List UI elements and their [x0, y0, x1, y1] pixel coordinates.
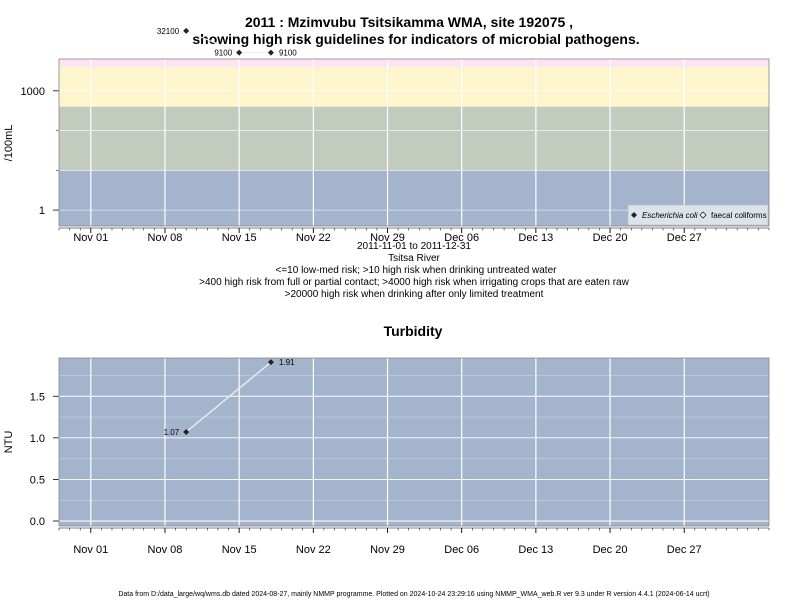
- p2-x-tick-label: Dec 06: [444, 544, 479, 556]
- chart-title-line1: 2011 : Mzimvubu Tsitsikamma WMA, site 19…: [245, 14, 573, 30]
- x-axis-caption-line: 2011-11-01 to 2011-12-31: [357, 241, 471, 252]
- data-label: 9100: [279, 49, 297, 58]
- legend-box: [627, 204, 769, 226]
- p2-x-tick-label: Dec 13: [518, 544, 553, 556]
- y-tick-label: 1000: [21, 86, 45, 98]
- p1-x-tick-label: Nov 22: [296, 232, 331, 244]
- y-tick-label: 1.5: [30, 391, 45, 403]
- panel2-y-axis-label: NTU: [3, 431, 15, 454]
- y-tick-label: 0.0: [30, 516, 45, 528]
- panel2-x-axis: Nov 01 Nov 08 Nov 15 Nov 22 Nov 29 Dec 06 Dec …: [58, 527, 770, 556]
- x-axis-caption-line: Tsitsa River: [388, 253, 440, 264]
- x-axis-caption-line: <=10 low-med risk; >10 high risk when dr…: [276, 265, 558, 276]
- legend-label-faecal-coliforms: faecal coliforms: [711, 211, 767, 220]
- panel2-frame: [58, 357, 770, 527]
- p2-x-tick-label: Nov 15: [222, 544, 257, 556]
- footer-note: Data from D:/data_large/wq/wms.db dated …: [118, 591, 709, 598]
- p1-x-tick-label: Nov 15: [222, 232, 257, 244]
- series-line-segment: [185, 30, 240, 54]
- p1-x-tick-label: Nov 08: [148, 232, 183, 244]
- data-label: 32100: [157, 27, 180, 36]
- p1-x-tick-label: Dec 13: [518, 232, 553, 244]
- data-point-ecoli: [236, 49, 243, 56]
- data-point-ecoli: [267, 49, 274, 56]
- risk-band: [59, 66, 769, 107]
- panel1-frame: [58, 58, 770, 227]
- risk-bands: [59, 59, 769, 226]
- panel2-series: 1.07 1.91: [164, 358, 295, 437]
- panel2-gridlines: [59, 358, 769, 526]
- p2-x-tick-label: Nov 01: [73, 544, 108, 556]
- data-label: 9100: [214, 49, 232, 58]
- legend: Escherichia coli faecal coliforms: [627, 204, 769, 226]
- data-point-ecoli: [183, 27, 190, 34]
- legend-label-ecoli: Escherichia coli: [642, 211, 698, 220]
- p2-x-tick-label: Dec 27: [667, 544, 702, 556]
- y-tick-label: 0.5: [30, 474, 45, 486]
- p1-x-tick-label: Dec 20: [593, 232, 628, 244]
- p2-x-tick-label: Dec 20: [593, 544, 628, 556]
- p1-x-tick-label: Nov 01: [73, 232, 108, 244]
- p1-x-tick-label: Dec 06: [444, 232, 479, 244]
- series-line-segment: [185, 361, 272, 433]
- risk-band: [59, 59, 769, 67]
- panel2-title: Turbidity: [384, 323, 443, 339]
- panel2-background: [59, 358, 769, 526]
- y-tick-label: 1: [39, 205, 45, 217]
- panel1-x-axis: Nov 01 Nov 08 Nov 15 Nov 22 Nov 29 Dec 06 Dec …: [58, 227, 770, 244]
- p2-x-tick-label: Nov 29: [370, 544, 405, 556]
- p2-x-tick-label: Nov 22: [296, 544, 331, 556]
- p1-x-tick-label: Nov 29: [370, 232, 405, 244]
- legend-open-diamond-icon: [699, 211, 707, 219]
- y-tick-label: 1.0: [30, 433, 45, 445]
- risk-band: [59, 106, 769, 171]
- legend-filled-diamond-icon: [631, 212, 637, 218]
- panel2-y-axis: 0.0 0.5 1.0 1.5: [30, 391, 59, 528]
- data-label: 1.91: [279, 358, 295, 367]
- chart-title-line2: showing high risk guidelines for indicat…: [192, 31, 639, 47]
- panel1-gridlines: [59, 59, 769, 226]
- data-point-turbidity: [267, 359, 274, 366]
- panel1-series: 32100 9100 9100: [157, 27, 297, 58]
- p1-x-tick-label: Dec 27: [667, 232, 702, 244]
- p2-x-tick-label: Nov 08: [148, 544, 183, 556]
- data-label: 1.07: [164, 428, 180, 437]
- x-axis-caption-line: >20000 high risk when drinking after onl…: [285, 289, 544, 300]
- panel1-y-axis-label: /100mL: [3, 125, 15, 162]
- x-axis-caption-line: >400 high risk from full or partial cont…: [199, 277, 629, 288]
- data-point-turbidity: [183, 429, 190, 436]
- panel1-y-axis: 1 1000: [21, 86, 59, 217]
